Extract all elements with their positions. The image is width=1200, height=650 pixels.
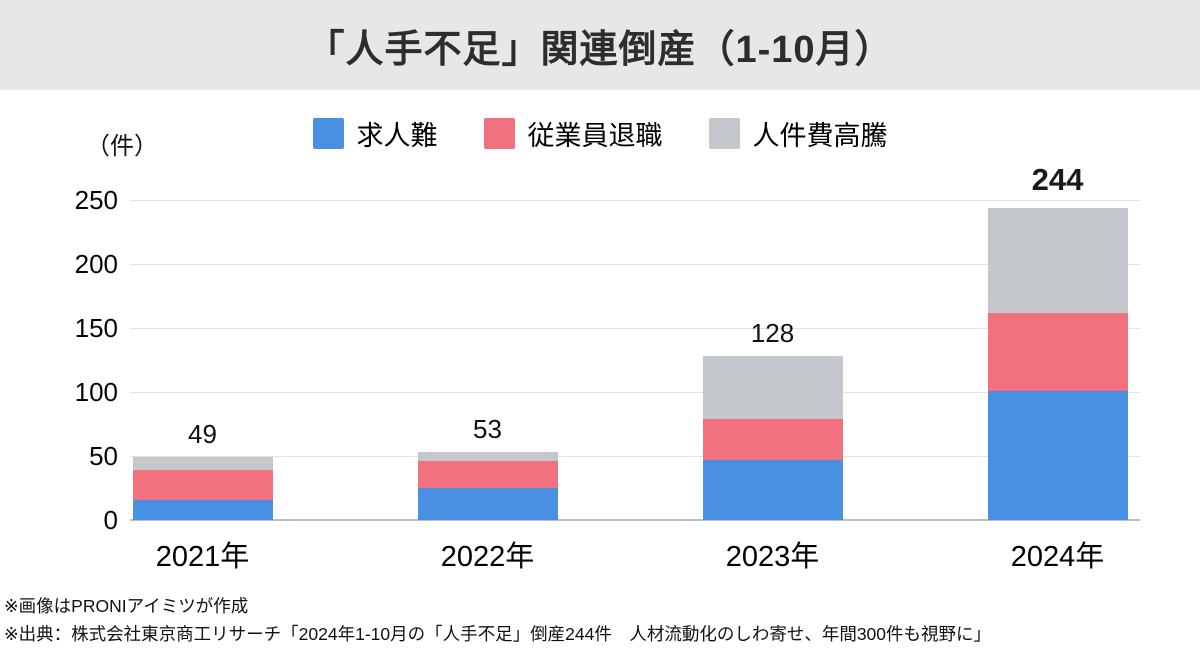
bar-segment xyxy=(417,452,558,462)
bar-segment xyxy=(132,499,273,520)
chart-legend: 求人難 従業員退職 人件費高騰 xyxy=(0,114,1200,153)
gridline xyxy=(130,264,1140,265)
y-axis-unit-label: （件） xyxy=(86,133,158,160)
bar-total-label: 49 xyxy=(188,419,217,450)
x-axis-label: 2021年 xyxy=(155,541,250,573)
legend-item: 求人難 xyxy=(312,114,438,153)
gridline xyxy=(130,200,1140,201)
gridline xyxy=(130,456,1140,457)
note-credit: ※画像はPRONIアイミツが作成 xyxy=(4,596,249,616)
y-axis-tick-label: 250 xyxy=(74,185,118,215)
y-axis-tick-label: 0 xyxy=(103,505,118,535)
bar-segment xyxy=(132,457,273,471)
legend-swatch-icon xyxy=(708,118,740,149)
y-axis-tick-label: 200 xyxy=(74,249,118,279)
y-axis-tick-label: 150 xyxy=(74,313,118,343)
x-axis-label: 2024年 xyxy=(1010,541,1105,573)
bar-total-label: 128 xyxy=(750,318,795,349)
note-source: ※出典：株式会社東京商工リサーチ「2024年1-10月の「人手不足」倒産244件… xyxy=(4,624,992,644)
legend-swatch-icon xyxy=(483,118,515,149)
gridline xyxy=(130,328,1140,329)
chart-title-bar: 「人手不足」関連倒産（1-10月） xyxy=(0,0,1200,90)
legend-label: 人件費高騰 xyxy=(752,121,888,151)
gridline xyxy=(130,392,1140,393)
bar-segment xyxy=(417,488,558,520)
legend-item: 従業員退職 xyxy=(483,114,663,153)
legend-label: 従業員退職 xyxy=(527,121,663,151)
y-axis-tick-label: 50 xyxy=(89,441,118,471)
bar-total-label: 244 xyxy=(1031,161,1084,197)
legend-label: 求人難 xyxy=(356,121,438,151)
bar-segment xyxy=(702,418,843,460)
bar-segment xyxy=(702,356,843,419)
bar-segment xyxy=(417,461,558,488)
bar-segment xyxy=(987,312,1128,391)
bar-segment xyxy=(987,207,1128,313)
bar-segment xyxy=(987,390,1128,520)
x-axis-baseline xyxy=(130,519,1140,521)
bar-segment xyxy=(702,459,843,520)
page-title: 「人手不足」関連倒産（1-10月） xyxy=(306,28,894,71)
footer-notes: ※画像はPRONIアイミツが作成 ※出典：株式会社東京商工リサーチ「2024年1… xyxy=(4,592,1194,648)
bar-total-label: 53 xyxy=(473,414,502,445)
legend-swatch-icon xyxy=(312,118,344,149)
legend-item: 人件費高騰 xyxy=(708,114,888,153)
x-axis-label: 2023年 xyxy=(725,541,820,573)
x-axis-label: 2022年 xyxy=(440,541,535,573)
y-axis-tick-label: 100 xyxy=(74,377,118,407)
bar-segment xyxy=(132,470,273,500)
